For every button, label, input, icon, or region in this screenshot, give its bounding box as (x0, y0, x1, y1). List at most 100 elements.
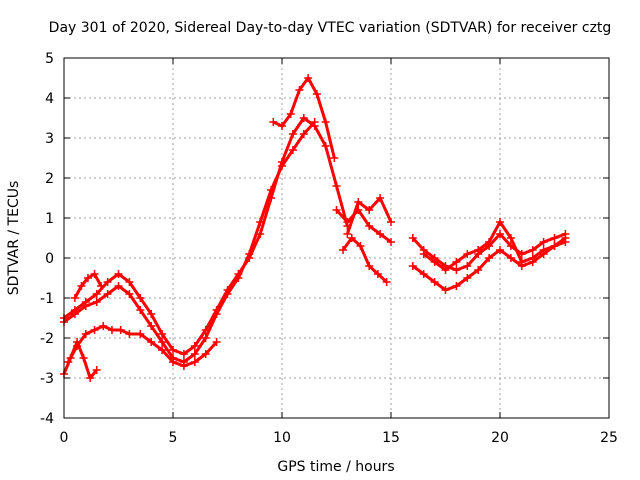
data-point (103, 278, 112, 286)
data-point (288, 130, 297, 138)
data-point (245, 250, 254, 258)
data-point (286, 110, 295, 118)
data-point (267, 186, 276, 194)
data-point (452, 258, 461, 266)
data-point (387, 218, 395, 226)
series-track-h (339, 234, 391, 286)
data-point (278, 122, 286, 130)
data-point (496, 218, 504, 226)
data-point (312, 90, 321, 98)
series-line (63, 116, 349, 356)
y-tick-label: -3 (40, 371, 54, 387)
data-point (92, 298, 101, 306)
data-point (147, 322, 156, 330)
data-point (269, 118, 278, 126)
data-point (539, 246, 548, 254)
data-point (190, 342, 199, 350)
data-point (299, 114, 308, 122)
data-point (441, 286, 450, 294)
data-point (73, 338, 82, 346)
data-point (79, 354, 88, 362)
series-line (63, 120, 316, 364)
data-point (365, 262, 374, 270)
data-point (506, 254, 515, 262)
x-tick-label: 20 (491, 430, 509, 446)
data-point (288, 146, 297, 154)
data-point (169, 346, 177, 354)
data-point (332, 206, 341, 214)
data-point (212, 338, 221, 346)
data-point (496, 230, 504, 238)
data-point (158, 338, 167, 346)
data-point (332, 182, 341, 190)
data-point (97, 282, 106, 290)
y-tick-label: 0 (45, 251, 54, 267)
data-point (517, 258, 526, 266)
series-track-k (408, 234, 570, 294)
data-point (201, 334, 210, 342)
data-point (376, 194, 385, 202)
series-track-f (269, 74, 339, 162)
data-point (528, 246, 537, 254)
data-point (223, 290, 232, 298)
data-point (463, 262, 472, 270)
y-tick-label: 3 (45, 131, 54, 147)
x-tick-label: 15 (382, 430, 400, 446)
data-point (339, 246, 348, 254)
data-point (70, 310, 79, 318)
data-point (299, 130, 308, 138)
x-tick-label: 0 (60, 430, 69, 446)
data-point (136, 306, 145, 314)
data-point (430, 278, 439, 286)
series-line (272, 76, 336, 159)
data-point (347, 234, 356, 242)
data-point (304, 74, 313, 82)
data-point (295, 86, 304, 94)
data-point (99, 322, 108, 330)
data-point (474, 246, 483, 254)
data-point (496, 246, 504, 254)
x-axis-label: GPS time / hours (277, 459, 394, 475)
data-point (77, 282, 86, 290)
data-point (330, 154, 339, 162)
y-axis-label: SDTVAR / TECUs (6, 181, 22, 296)
data-point (234, 274, 243, 282)
data-point (136, 330, 145, 338)
series-track-a (60, 114, 352, 358)
data-point (365, 206, 374, 214)
data-point (158, 330, 167, 338)
data-point (539, 238, 548, 246)
grid-lines (64, 58, 609, 418)
data-point (419, 270, 428, 278)
series-track-d (60, 338, 101, 382)
data-point (158, 346, 167, 354)
y-tick-label: -1 (40, 291, 54, 307)
data-point (550, 234, 559, 242)
data-point (86, 374, 95, 382)
data-point (463, 250, 472, 258)
data-point (408, 234, 417, 242)
chart-title: Day 301 of 2020, Sidereal Day-to-day VTE… (49, 20, 612, 36)
data-point (321, 118, 330, 126)
series-line (62, 340, 98, 380)
data-point (561, 238, 570, 246)
y-tick-label: 5 (45, 51, 54, 67)
series-line (335, 208, 392, 244)
y-tick-label: -4 (40, 411, 54, 427)
data-point (430, 258, 439, 266)
data-point (116, 326, 125, 334)
data-point (256, 218, 265, 226)
x-tick-label: 10 (273, 430, 291, 446)
series-line (422, 220, 566, 272)
data-point (485, 254, 494, 262)
series-track-l (419, 218, 570, 274)
x-tick-label: 25 (600, 430, 618, 446)
data-point (190, 358, 199, 366)
y-tick-label: 2 (45, 171, 54, 187)
data-point (463, 274, 472, 282)
data-point (343, 230, 352, 238)
y-tick-label: 4 (45, 91, 54, 107)
data-point (201, 350, 210, 358)
series-track-c (64, 322, 221, 370)
data-point (179, 362, 188, 370)
